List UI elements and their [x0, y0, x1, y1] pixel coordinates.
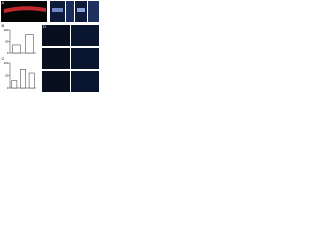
micrograph — [71, 71, 99, 92]
y-tick-label: 0 — [7, 51, 9, 55]
figure: A B C D 0 50 100 0 50 100 — [1, 0, 99, 92]
y-tick-label: 100 — [3, 61, 8, 65]
micrograph — [71, 25, 99, 46]
panel-label: B — [2, 23, 5, 28]
signal — [77, 8, 85, 12]
micrograph-grid — [42, 25, 99, 92]
bar — [28, 72, 35, 89]
signal — [52, 8, 63, 12]
micrograph — [66, 1, 74, 22]
y-tick-label: 0 — [7, 86, 9, 90]
micrograph — [88, 1, 99, 22]
panel-label: A — [2, 0, 5, 5]
micrograph — [42, 48, 70, 69]
panel-label: C — [2, 56, 5, 61]
bar — [25, 34, 34, 54]
y-tick-label: 50 — [5, 39, 9, 43]
micrograph — [42, 71, 70, 92]
micrograph — [71, 48, 99, 69]
red-band — [4, 6, 46, 13]
bar — [12, 44, 21, 54]
bar — [11, 80, 18, 89]
y-tick-label: 100 — [3, 28, 8, 32]
micrograph — [1, 1, 47, 22]
micrograph — [42, 25, 70, 46]
panel-label: D — [43, 24, 46, 29]
page: {"panels":["A","B","C","D"], "chart_data… — [0, 0, 100, 94]
bar — [20, 69, 26, 89]
y-tick-label: 50 — [5, 73, 9, 77]
